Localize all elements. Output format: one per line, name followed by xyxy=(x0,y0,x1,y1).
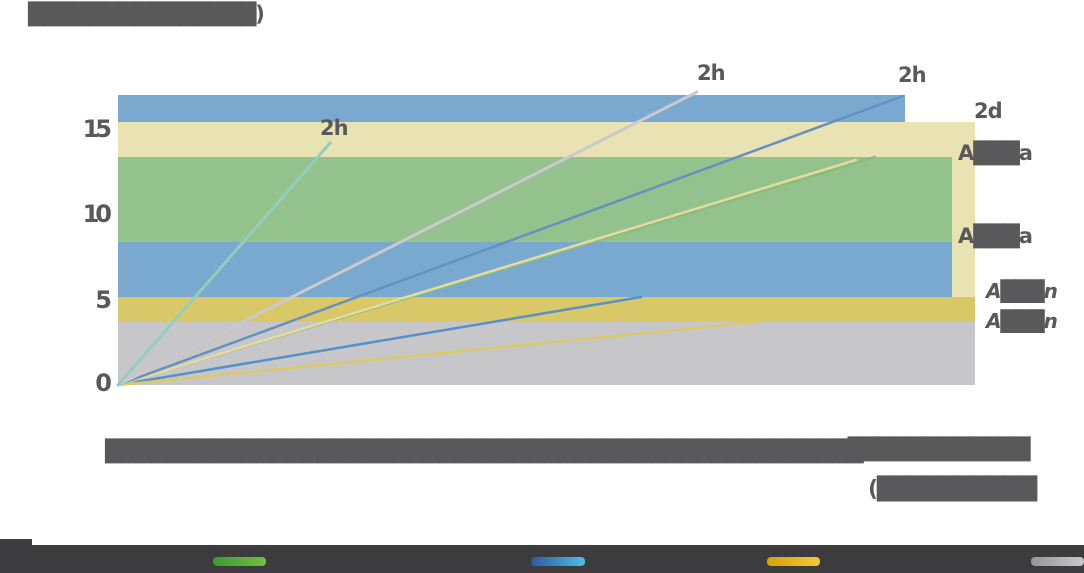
label-a-n-lower: A███n xyxy=(986,309,1058,333)
band-dark-yellow xyxy=(118,297,975,322)
legend-text-blob-overflow xyxy=(0,539,32,547)
label-2h-gray: 2h xyxy=(697,61,726,85)
line-teal xyxy=(116,141,332,387)
label-a-n-upper: A███n xyxy=(986,279,1058,303)
label-a-a-lower: A███a xyxy=(958,224,1033,248)
line-blue-low xyxy=(116,295,643,387)
label-a-a-upper: A███a xyxy=(958,141,1033,165)
label-2h-teal: 2h xyxy=(320,116,349,140)
legend-swatch-gray xyxy=(1031,557,1084,566)
label-2h-blue: 2h xyxy=(898,63,927,87)
band-blue-top xyxy=(118,95,905,122)
band-blue-mid xyxy=(118,242,952,297)
y-tick-5: 5 xyxy=(95,286,112,314)
line-cream xyxy=(116,158,858,387)
x-axis-label-right-top: 1████████████ xyxy=(834,437,1030,461)
legend-swatch-green xyxy=(213,557,266,566)
legend-swatch-blue xyxy=(531,557,585,566)
line-gray xyxy=(116,90,699,387)
legend-swatch-yellow xyxy=(767,557,820,566)
x-axis-label-main: ████████████████████████████████████████… xyxy=(105,439,877,463)
chart-title: ███████████████) xyxy=(28,2,265,26)
y-tick-10: 10 xyxy=(82,200,112,228)
label-2d: 2d xyxy=(974,99,1003,123)
line-yellow xyxy=(116,320,760,387)
x-axis-label-right-bottom: (██████████ xyxy=(868,477,1037,502)
y-tick-15: 15 xyxy=(82,115,112,143)
y-tick-0: 0 xyxy=(95,369,112,397)
line-blue-steep xyxy=(116,94,905,387)
